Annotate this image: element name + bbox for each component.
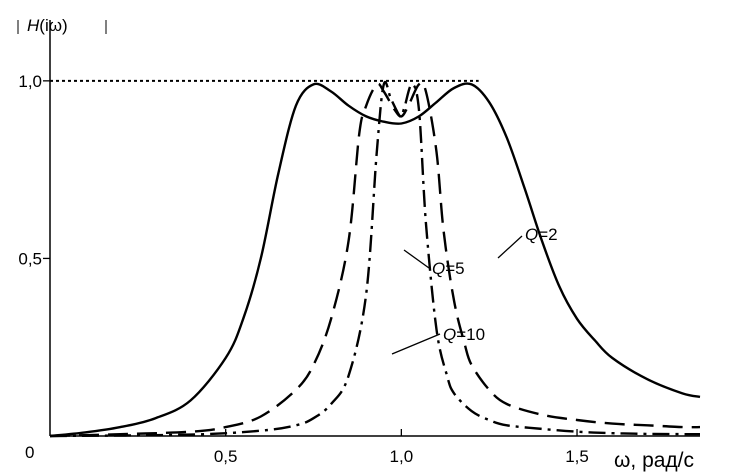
y-axis-label-h: H: [27, 16, 40, 35]
series-layer: [49, 81, 701, 438]
labels: H(iω) ω, рад/с 0 Q=2 Q=5 Q=10: [25, 16, 694, 472]
leader-q10: [391, 333, 441, 355]
y-axis-label-arg: (iω): [39, 16, 67, 35]
q2-letter: Q: [525, 225, 538, 244]
q10-letter: Q: [443, 325, 456, 344]
x-tick-label: 1,0: [390, 447, 414, 466]
q2-value: =2: [538, 225, 557, 244]
q5-value: =5: [445, 259, 464, 278]
series-line-1: [49, 82, 701, 438]
x-tick-label: 1,5: [565, 447, 589, 466]
series-label-q10: Q=10: [443, 325, 485, 344]
origin-label: 0: [25, 443, 34, 462]
series-line-2: [49, 81, 701, 438]
q10-value: =10: [456, 325, 485, 344]
ticks-layer: 0,5 1,0 1,5 0,5 1,0: [18, 72, 588, 466]
x-tick-label: 0,5: [214, 447, 238, 466]
axes: [17, 20, 700, 437]
q5-letter: Q: [432, 259, 445, 278]
leader-q5: [403, 249, 430, 269]
y-tick-label: 0,5: [18, 249, 42, 268]
y-axis-label: H(iω): [27, 16, 68, 35]
x-axis-label: ω, рад/с: [614, 449, 694, 472]
y-tick-label: 1,0: [18, 72, 42, 91]
leader-q2: [497, 235, 523, 259]
series-label-q2: Q=2: [525, 225, 558, 244]
series-label-q5: Q=5: [432, 259, 465, 278]
series-line-3: [49, 81, 701, 438]
